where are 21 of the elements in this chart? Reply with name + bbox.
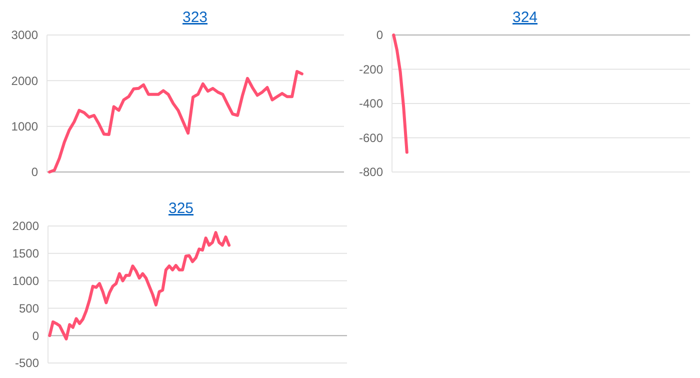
y-tick-label: 0 xyxy=(32,328,40,343)
y-tick-label: 2000 xyxy=(12,219,40,234)
line-series xyxy=(392,34,408,154)
y-tick-label: -800 xyxy=(358,165,384,180)
y-tick-label: 3000 xyxy=(11,28,38,42)
y-tick-label: 1000 xyxy=(11,120,38,134)
y-tick-label: -600 xyxy=(358,130,384,145)
y-tick-label: -400 xyxy=(358,96,384,111)
y-tick-label: -200 xyxy=(358,62,384,76)
y-tick-label: 500 xyxy=(18,301,40,316)
chart-title: 324 xyxy=(512,9,538,26)
y-tick-label: 0 xyxy=(31,165,38,180)
y-tick-label: 2000 xyxy=(11,74,38,88)
line-series xyxy=(48,231,231,340)
chart-title: 325 xyxy=(168,200,194,217)
y-tick-label: 0 xyxy=(376,28,384,42)
y-tick-label: 1000 xyxy=(12,274,40,288)
line-series xyxy=(48,70,304,174)
chart-title: 323 xyxy=(182,9,208,26)
y-tick-label: -500 xyxy=(14,356,40,370)
y-tick-label: 1500 xyxy=(12,246,40,261)
